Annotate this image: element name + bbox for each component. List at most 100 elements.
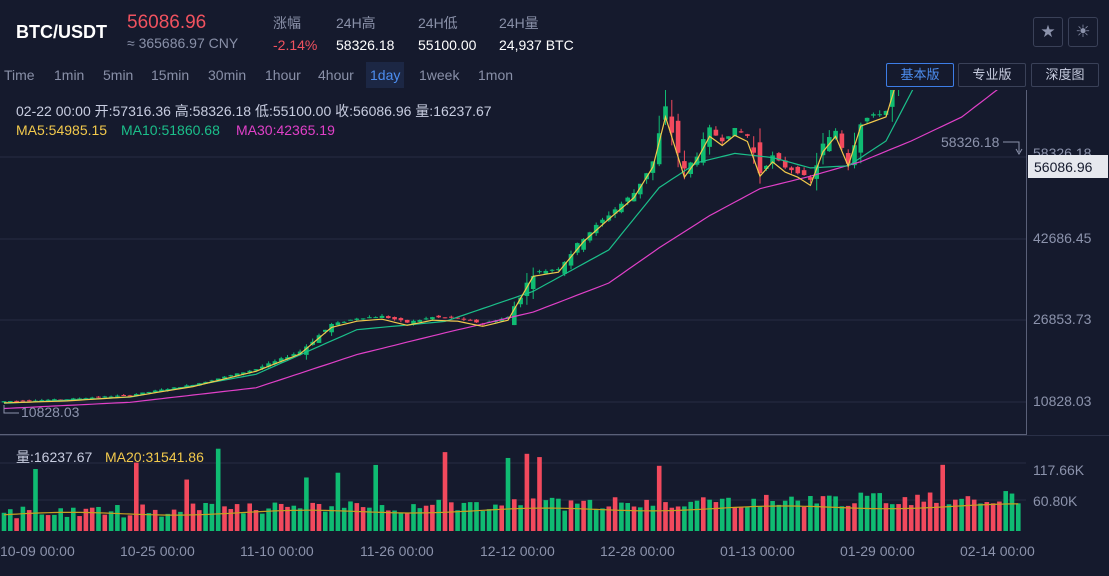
volume-bar — [934, 502, 939, 531]
candle-body — [858, 124, 864, 153]
candle-body — [449, 316, 454, 318]
candle-body — [121, 395, 126, 397]
ma30-label: MA30:42365.19 — [236, 122, 335, 138]
view-pro-button[interactable]: 专业版 — [958, 63, 1026, 87]
volume-bar — [348, 501, 353, 531]
candle-body — [518, 297, 523, 305]
candle-body — [568, 254, 574, 266]
view-basic-button[interactable]: 基本版 — [886, 63, 954, 87]
volume-bar — [927, 492, 933, 531]
tab-1hour[interactable]: 1hour — [265, 67, 301, 83]
tab-time[interactable]: Time — [4, 67, 35, 83]
candle-body — [96, 396, 101, 398]
volume-bar — [908, 505, 914, 531]
candle-body — [581, 239, 586, 250]
ma20-label: MA20:31541.86 — [105, 449, 204, 465]
trading-pair[interactable]: BTC/USDT — [16, 22, 107, 42]
volume-bar — [827, 495, 832, 531]
min-price-label: 10828.03 — [21, 404, 80, 420]
tab-15min[interactable]: 15min — [151, 67, 190, 83]
volume-bar — [297, 508, 303, 531]
volume-bar — [953, 499, 958, 531]
candle-body — [171, 387, 177, 389]
candle-body — [436, 315, 441, 318]
volume-bar — [738, 507, 744, 531]
ma5-line — [3, 0, 971, 404]
tab-1day[interactable]: 1day — [366, 62, 405, 88]
candle-body — [77, 398, 82, 400]
candle-body — [467, 319, 473, 321]
volume-bar — [165, 513, 171, 531]
candle-body — [600, 219, 605, 223]
price-tick-4: 10828.03 — [1033, 393, 1092, 409]
volume-bar — [556, 498, 561, 531]
high-value: 58326.18 — [336, 37, 395, 53]
candle-body — [883, 110, 889, 115]
candle-body — [146, 391, 152, 393]
candle-body — [852, 145, 857, 166]
tab-1week[interactable]: 1week — [419, 67, 460, 83]
volume-bar — [940, 464, 945, 531]
x-tick-5: 12-28 00:00 — [600, 543, 675, 559]
volume-bar — [971, 499, 977, 531]
candle-body — [776, 153, 782, 161]
candle-body — [593, 224, 599, 234]
price-tick-3: 26853.73 — [1033, 311, 1092, 327]
candle-body — [877, 114, 882, 116]
volume-bar — [430, 504, 435, 531]
candle-body — [474, 319, 479, 323]
volume-bar — [442, 452, 448, 531]
candle-body — [442, 317, 448, 319]
volume-bar — [890, 504, 895, 531]
volume-bar — [896, 504, 901, 531]
volume-bar — [404, 513, 410, 531]
candle-body — [134, 394, 139, 396]
volume-info: 量:16237.67 — [16, 449, 92, 465]
candle-body — [713, 129, 719, 136]
last-price: 56086.96 — [127, 12, 207, 33]
volume-bar — [152, 509, 158, 531]
volume-bar — [291, 505, 297, 531]
volume-bar — [241, 513, 246, 531]
x-tick-2: 11-10 00:00 — [240, 543, 314, 559]
volume-bar — [8, 509, 13, 531]
volume-bar — [1016, 503, 1021, 531]
tab-1min[interactable]: 1min — [54, 67, 85, 83]
volume-bar — [978, 503, 983, 531]
volume-bar — [606, 506, 612, 531]
view-depth-button[interactable]: 深度图 — [1031, 63, 1099, 87]
x-tick-0: 10-09 00:00 — [0, 543, 75, 559]
volume-bar — [839, 506, 845, 531]
volume-bar — [134, 462, 139, 531]
candle-body — [512, 306, 517, 326]
tab-5min[interactable]: 5min — [103, 67, 134, 83]
candle-body — [253, 369, 259, 371]
volume-bar — [39, 514, 45, 531]
tab-4hour[interactable]: 4hour — [318, 67, 354, 83]
candle-body — [411, 320, 416, 324]
candle-body — [461, 318, 467, 320]
candle-body — [367, 317, 372, 319]
star-icon[interactable]: ★ — [1033, 17, 1063, 47]
candle-body — [833, 130, 838, 139]
sun-icon[interactable]: ☀ — [1068, 17, 1098, 47]
volume-bar — [146, 513, 152, 531]
volume-bar — [915, 494, 920, 531]
candle-body — [285, 357, 290, 360]
volume-bar — [858, 492, 864, 531]
candle-body — [392, 317, 397, 320]
volume-bar — [272, 502, 278, 531]
volume-bar — [83, 508, 89, 531]
candle-body — [222, 376, 227, 379]
volume-bar — [499, 505, 504, 531]
volume-bar — [543, 500, 549, 531]
tab-30min[interactable]: 30min — [208, 67, 247, 83]
volume-bar — [688, 501, 693, 531]
low-label: 24H低 — [418, 15, 458, 31]
price-tick-2: 42686.45 — [1033, 230, 1092, 246]
tab-1mon[interactable]: 1mon — [478, 67, 514, 83]
volume-bar — [732, 507, 738, 531]
x-tick-3: 11-26 00:00 — [360, 543, 434, 559]
volume-bar — [644, 499, 649, 531]
